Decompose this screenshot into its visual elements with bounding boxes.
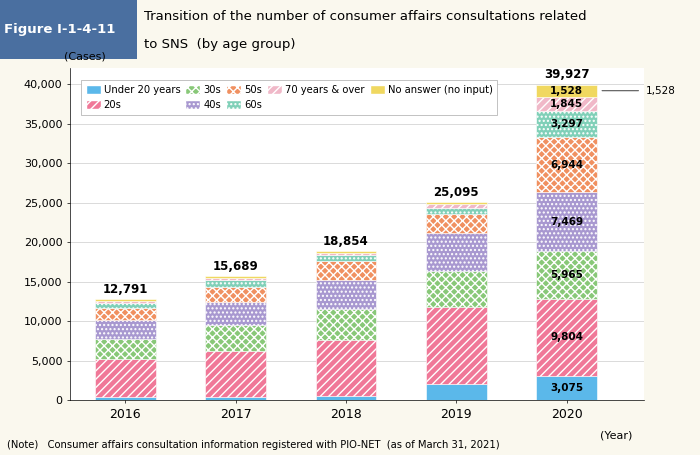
Text: 6,944: 6,944: [550, 160, 583, 170]
Text: 9,804: 9,804: [550, 332, 583, 342]
Text: 5,965: 5,965: [550, 270, 583, 280]
Bar: [426, 271, 486, 307]
Text: (Cases): (Cases): [64, 51, 106, 61]
Text: Figure I-1-4-11: Figure I-1-4-11: [4, 23, 115, 36]
Bar: [205, 276, 266, 278]
Bar: [205, 397, 266, 400]
Bar: [94, 299, 155, 301]
Bar: [426, 204, 486, 208]
Text: (Year): (Year): [600, 430, 633, 440]
Bar: [94, 301, 155, 303]
Bar: [536, 251, 597, 298]
Bar: [316, 309, 377, 340]
Legend: Under 20 years, 20s, 30s, 40s, 50s, 60s, 70 years & over, No answer (no input): Under 20 years, 20s, 30s, 40s, 50s, 60s,…: [80, 80, 498, 115]
Bar: [316, 262, 377, 280]
Text: to SNS  (by age group): to SNS (by age group): [144, 38, 295, 51]
Bar: [94, 308, 155, 320]
Bar: [205, 287, 266, 302]
Bar: [536, 376, 597, 400]
Bar: [426, 307, 486, 384]
Bar: [426, 202, 486, 204]
Text: 15,689: 15,689: [213, 260, 258, 273]
Bar: [316, 253, 377, 255]
Text: Transition of the number of consumer affairs consultations related: Transition of the number of consumer aff…: [144, 10, 586, 23]
Bar: [205, 278, 266, 280]
Text: 1,845: 1,845: [550, 99, 583, 109]
Bar: [536, 111, 597, 137]
Text: 1,528: 1,528: [550, 86, 583, 96]
Bar: [316, 251, 377, 253]
Bar: [316, 340, 377, 396]
Bar: [426, 214, 486, 233]
Bar: [205, 302, 266, 325]
Bar: [536, 137, 597, 192]
Text: 12,791: 12,791: [102, 283, 148, 296]
Bar: [536, 85, 597, 97]
Bar: [426, 208, 486, 214]
Bar: [316, 255, 377, 262]
Text: 3,075: 3,075: [550, 383, 583, 393]
Bar: [316, 280, 377, 309]
Bar: [426, 233, 486, 271]
Text: 25,095: 25,095: [433, 186, 480, 199]
Bar: [94, 303, 155, 308]
Text: 7,469: 7,469: [550, 217, 583, 227]
Bar: [536, 192, 597, 251]
Bar: [94, 359, 155, 397]
Bar: [205, 280, 266, 287]
Text: 3,297: 3,297: [550, 119, 583, 129]
Text: 18,854: 18,854: [323, 235, 369, 248]
Bar: [94, 320, 155, 339]
Bar: [94, 397, 155, 400]
Bar: [426, 384, 486, 400]
Bar: [0, 0, 136, 59]
Text: 39,927: 39,927: [544, 69, 589, 81]
Bar: [205, 351, 266, 397]
Bar: [205, 325, 266, 351]
Bar: [536, 298, 597, 376]
Text: 1,528: 1,528: [645, 86, 675, 96]
Bar: [94, 339, 155, 359]
Text: (Note)   Consumer affairs consultation information registered with PIO-NET  (as : (Note) Consumer affairs consultation inf…: [7, 440, 500, 450]
Bar: [536, 97, 597, 111]
Bar: [316, 396, 377, 400]
